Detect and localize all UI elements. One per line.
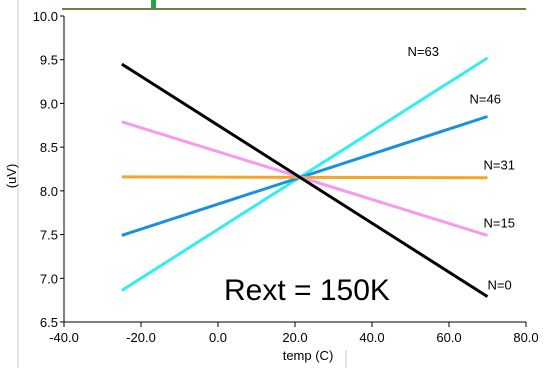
series-label: N=31	[484, 158, 515, 173]
y-tick-label: 8.0	[40, 184, 58, 199]
series-label: N=46	[470, 92, 501, 107]
series-line-n-63	[120, 56, 489, 292]
rext-annotation: Rext = 150K	[224, 274, 390, 307]
series-layer: N=63 N=46 N=31 N=15 N=0	[120, 44, 515, 298]
x-tick-label: -40.0	[49, 330, 79, 345]
y-axis-title: (uV)	[4, 164, 19, 189]
top-decor-marker	[151, 0, 156, 8]
y-tick-label: 10.0	[33, 9, 58, 24]
y-tick-label: 8.5	[40, 140, 58, 155]
x-tick-label: 20.0	[282, 330, 307, 345]
axes: -40.0 -20.0 0.0 20.0 40.0 60.0 80.0 6.5 7.0 7.5 8.…	[33, 9, 539, 345]
y-tick-label: 7.5	[40, 228, 58, 243]
series-line-n-0	[120, 62, 489, 298]
x-tick-label: 80.0	[513, 330, 538, 345]
series-label: N=0	[488, 278, 512, 293]
series-label: N=63	[408, 44, 439, 59]
x-axis-title: temp (C)	[283, 348, 334, 363]
x-tick-label: 0.0	[209, 330, 227, 345]
y-tick-label: 6.5	[40, 315, 58, 330]
y-tick-label: 7.0	[40, 271, 58, 286]
y-tick-label: 9.5	[40, 53, 58, 68]
series-label: N=15	[484, 215, 515, 230]
y-tick-label: 9.0	[40, 96, 58, 111]
x-tick-label: 60.0	[436, 330, 461, 345]
x-tick-label: -20.0	[126, 330, 156, 345]
x-tick-label: 40.0	[359, 330, 384, 345]
